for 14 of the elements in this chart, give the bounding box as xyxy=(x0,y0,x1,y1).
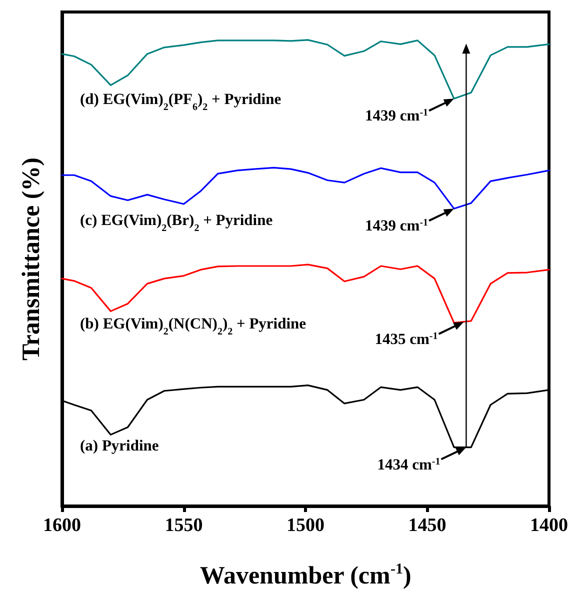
annotation: 1439 cm$^{-1}$ xyxy=(365,107,428,125)
annotation: 1434 cm$^{-1}$ xyxy=(377,456,440,474)
x-tick-label: 1600 xyxy=(43,515,81,536)
x-tick-label: 1400 xyxy=(530,515,568,536)
y-axis-title: Transmittance (%) xyxy=(18,158,45,360)
series-label: (a) Pyridine xyxy=(80,438,159,455)
x-tick-label: 1550 xyxy=(164,515,203,536)
annotation: 1439 cm$^{-1}$ xyxy=(365,217,428,235)
series-label: (b) EG(Vim)$_{2}$(N(CN)$_{2}$)$_{2}$ + Pyridine xyxy=(80,316,306,338)
x-tick-label: 1500 xyxy=(286,515,324,536)
annotation: 1435 cm$^{-1}$ xyxy=(374,330,438,348)
series-label: (d) EG(Vim)$_{2}$(PF$_{6}$)$_{2}$ + Pyridine xyxy=(80,90,282,112)
x-tick-label: 1450 xyxy=(408,515,446,536)
series-label: (c) EG(Vim)$_{2}$(Br)$_{2}$ + Pyridine xyxy=(80,212,273,234)
